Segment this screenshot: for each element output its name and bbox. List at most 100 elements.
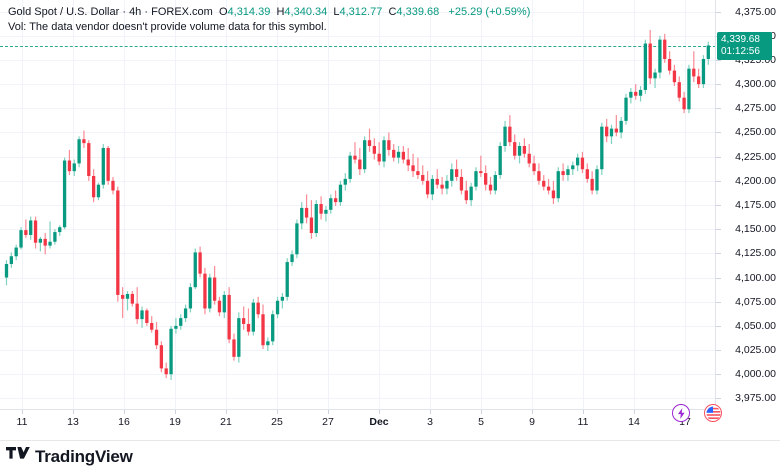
candlestick	[212, 265, 217, 305]
candlestick	[159, 341, 164, 373]
candlestick	[561, 163, 565, 181]
candlestick	[121, 287, 125, 319]
symbol-name[interactable]: Gold Spot / U.S. Dollar	[8, 6, 120, 18]
candlestick	[498, 142, 502, 179]
candlestick	[624, 93, 628, 125]
lightning-bolt-icon[interactable]	[672, 404, 690, 422]
time-axis-label: 11	[16, 416, 28, 428]
grid-line-horizontal	[0, 36, 715, 37]
current-price-line	[0, 45, 715, 47]
grid-line-horizontal	[0, 326, 715, 327]
candlestick	[401, 146, 406, 164]
candlestick	[309, 200, 314, 239]
candlestick	[692, 51, 696, 83]
time-tick	[328, 410, 329, 414]
candlestick	[203, 267, 207, 315]
price-axis-label: 4,050.00	[735, 319, 776, 332]
price-axis[interactable]: 4,339.68 01:12:56 4,375.004,350.004,325.…	[716, 0, 780, 410]
time-axis-label: 27	[322, 416, 334, 428]
exchange-label[interactable]: FOREX.com	[151, 6, 213, 18]
grid-line-vertical	[73, 0, 74, 409]
candlestick	[484, 165, 488, 191]
candlestick	[634, 84, 638, 100]
candlestick	[116, 186, 120, 302]
candlestick	[454, 159, 459, 181]
candlestick	[314, 200, 318, 237]
candlestick	[367, 128, 372, 152]
candlestick	[706, 41, 710, 65]
tradingview-logo[interactable]: TradingView	[6, 447, 133, 467]
candlestick	[67, 149, 72, 176]
current-price-badge[interactable]: 4,339.68 01:12:56	[717, 31, 772, 60]
time-tick	[226, 410, 227, 414]
candlestick	[271, 310, 275, 346]
price-tick	[716, 326, 721, 327]
candlestick	[546, 178, 551, 195]
candlestick	[696, 68, 701, 88]
chart-legend: Gold Spot / U.S. Dollar · 4h · FOREX.com…	[8, 5, 530, 35]
candlestick	[701, 55, 706, 88]
candlestick	[629, 88, 633, 104]
price-axis-label: 4,200.00	[735, 174, 776, 187]
time-axis-label: Dec	[369, 416, 389, 428]
candlestick	[208, 273, 212, 313]
candlestick	[377, 142, 381, 166]
time-axis-label: 21	[220, 416, 232, 428]
candlestick	[338, 180, 343, 206]
candlestick	[682, 91, 686, 114]
logo-mark-icon	[6, 447, 30, 467]
high-value: 4,340.34	[284, 6, 328, 18]
low-value: 4,312.77	[339, 6, 383, 18]
candlestick	[590, 171, 594, 195]
interval-label[interactable]: 4h	[129, 6, 142, 18]
price-axis-label: 3,975.00	[735, 392, 776, 405]
time-axis-label: 5	[478, 416, 484, 428]
volume-note: Vol: The data vendor doesn't provide vol…	[8, 21, 327, 33]
time-axis-label: 13	[67, 416, 79, 428]
candlestick	[217, 296, 222, 317]
candlestick	[411, 153, 415, 177]
us-flag-icon[interactable]	[704, 404, 722, 422]
chart-plot-area[interactable]	[0, 0, 716, 410]
candlestick	[130, 291, 134, 307]
candlestick	[87, 140, 91, 181]
candlestick	[672, 64, 677, 87]
candlestick	[261, 304, 265, 350]
candlestick	[421, 165, 425, 185]
candlestick	[532, 155, 536, 176]
time-tick	[634, 410, 635, 414]
low-key: L	[333, 6, 340, 18]
candlestick	[4, 260, 9, 286]
candlestick	[145, 308, 149, 326]
candlestick	[232, 333, 236, 361]
price-tick	[716, 374, 721, 375]
candlestick	[585, 163, 589, 183]
time-tick	[175, 410, 176, 414]
grid-line-horizontal	[0, 253, 715, 254]
price-tick	[716, 398, 721, 399]
candlestick	[687, 64, 691, 114]
time-axis-label: 17	[679, 416, 691, 428]
candlestick	[150, 316, 154, 333]
candlestick	[600, 122, 604, 176]
candlestick	[513, 134, 517, 160]
candlestick	[363, 136, 367, 174]
price-axis-label: 4,175.00	[735, 199, 776, 211]
candlestick	[246, 308, 251, 336]
candlestick	[72, 159, 76, 176]
candlestick	[227, 287, 231, 344]
candlestick	[333, 190, 338, 206]
candlestick	[440, 176, 444, 195]
time-axis[interactable]: 11 13 16 19 21 25 27 Dec 3 5 9 11 14 17	[0, 410, 716, 438]
candlestick	[319, 196, 323, 220]
grid-line-horizontal	[0, 302, 715, 303]
bar-countdown-timer: 01:12:56	[721, 45, 760, 57]
candlestick	[488, 176, 493, 195]
price-tick	[716, 302, 721, 303]
candlestick	[106, 146, 110, 185]
legend-separator-2: ·	[141, 6, 152, 18]
price-axis-label: 4,150.00	[735, 223, 776, 236]
grid-line-vertical	[379, 0, 380, 409]
time-axis-label: 9	[529, 416, 535, 428]
candlestick	[605, 118, 609, 143]
